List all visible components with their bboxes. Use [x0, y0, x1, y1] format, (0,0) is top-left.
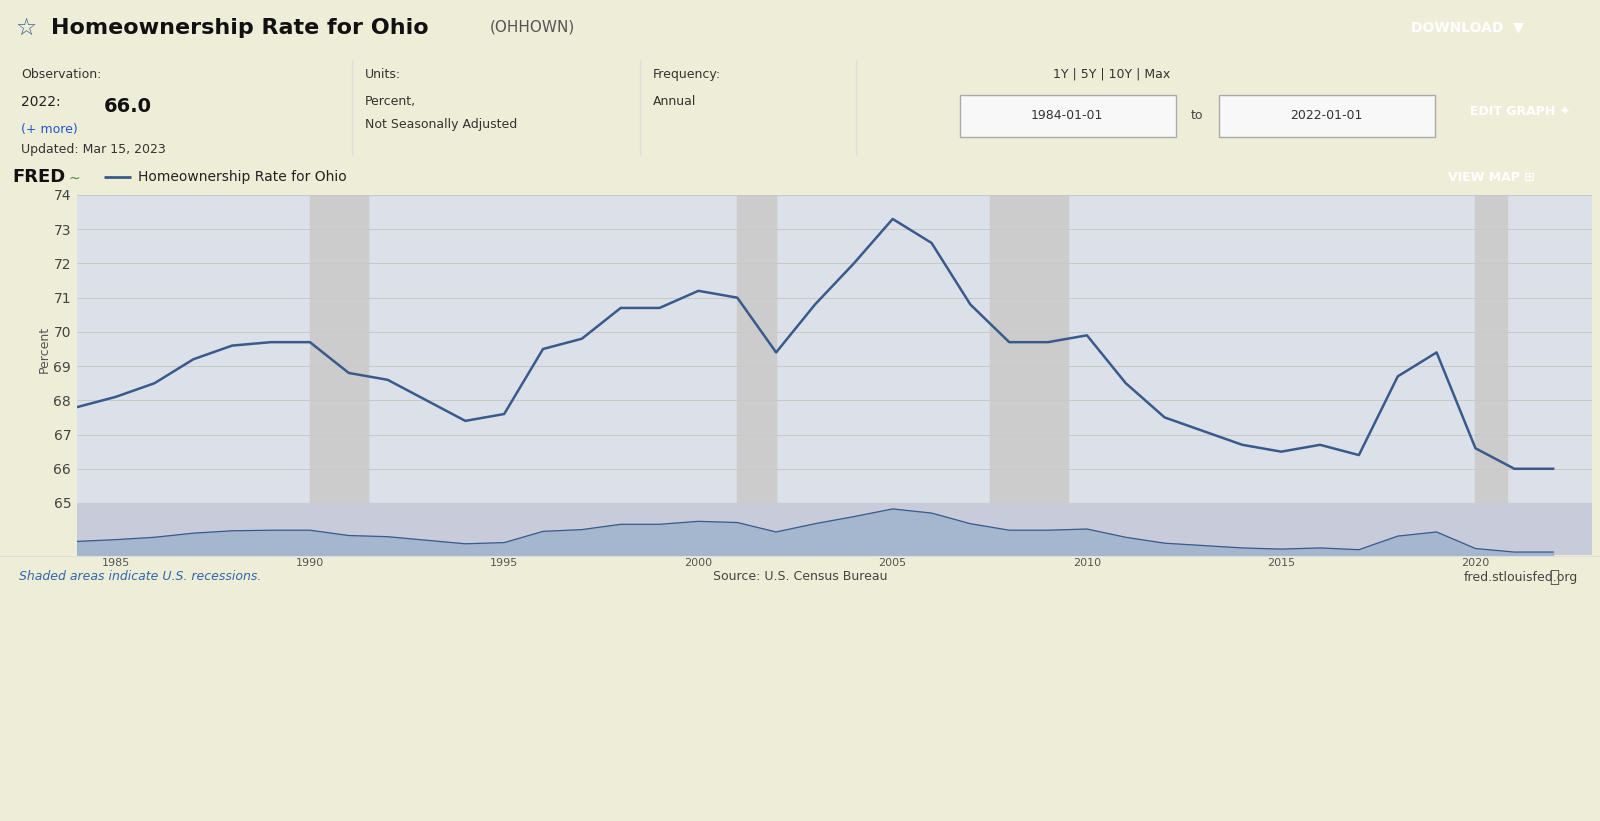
Text: ☆: ☆	[14, 16, 37, 39]
Text: Homeownership Rate for Ohio: Homeownership Rate for Ohio	[138, 171, 346, 185]
Text: Annual: Annual	[653, 95, 696, 108]
Text: ⤢: ⤢	[1549, 568, 1558, 586]
Text: Homeownership Rate for Ohio: Homeownership Rate for Ohio	[51, 17, 429, 38]
Text: FRED: FRED	[13, 168, 66, 186]
Bar	[1475, 195, 1507, 503]
Text: Observation:: Observation:	[21, 67, 101, 80]
Text: 1984-01-01: 1984-01-01	[1030, 109, 1104, 122]
Bar	[990, 195, 1067, 503]
Text: fred.stlouisfed.org: fred.stlouisfed.org	[1464, 571, 1578, 584]
Text: (OHHOWN): (OHHOWN)	[490, 20, 574, 35]
Text: (+ more): (+ more)	[21, 123, 77, 136]
Text: Shaded areas indicate U.S. recessions.: Shaded areas indicate U.S. recessions.	[19, 571, 261, 584]
FancyBboxPatch shape	[960, 95, 1176, 137]
FancyBboxPatch shape	[1219, 95, 1435, 137]
Text: Updated: Mar 15, 2023: Updated: Mar 15, 2023	[21, 143, 165, 156]
Text: VIEW MAP ⊞: VIEW MAP ⊞	[1448, 171, 1534, 184]
Y-axis label: Percent: Percent	[38, 325, 51, 373]
Text: 2022:: 2022:	[21, 95, 61, 109]
Text: Not Seasonally Adjusted: Not Seasonally Adjusted	[365, 118, 517, 131]
Text: Frequency:: Frequency:	[653, 67, 722, 80]
Text: 66.0: 66.0	[104, 97, 152, 116]
Bar	[310, 195, 368, 503]
Text: DOWNLOAD  ▼: DOWNLOAD ▼	[1411, 21, 1523, 34]
Text: Units:: Units:	[365, 67, 402, 80]
Text: ~: ~	[69, 172, 80, 186]
Text: 1Y | 5Y | 10Y | Max: 1Y | 5Y | 10Y | Max	[1053, 67, 1171, 80]
Text: EDIT GRAPH ✦: EDIT GRAPH ✦	[1470, 106, 1570, 119]
Bar	[738, 195, 776, 503]
Text: to: to	[1190, 109, 1203, 122]
Text: 2022-01-01: 2022-01-01	[1290, 109, 1363, 122]
Text: Percent,: Percent,	[365, 95, 416, 108]
Text: Source: U.S. Census Bureau: Source: U.S. Census Bureau	[712, 571, 888, 584]
